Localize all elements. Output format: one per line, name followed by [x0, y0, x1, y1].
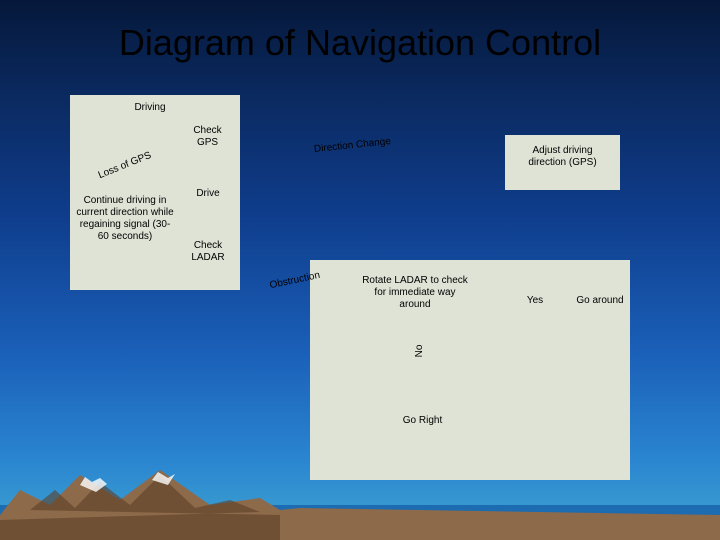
- node-go-around: Go around: [570, 295, 630, 307]
- mountain-decoration: [0, 420, 720, 540]
- node-driving: Driving: [120, 102, 180, 114]
- node-adjust: Adjust driving direction (GPS): [515, 145, 610, 175]
- page-title: Diagram of Navigation Control: [0, 22, 720, 64]
- node-check-gps: Check GPS: [185, 125, 230, 149]
- node-no: No: [414, 341, 426, 361]
- node-yes: Yes: [520, 295, 550, 307]
- node-dir-change: Direction Change: [305, 135, 401, 157]
- node-rotate-ladar: Rotate LADAR to check for immediate way …: [360, 275, 470, 325]
- node-drive: Drive: [188, 188, 228, 200]
- node-continue: Continue driving in current direction wh…: [75, 195, 175, 245]
- node-check-ladar: Check LADAR: [183, 240, 233, 264]
